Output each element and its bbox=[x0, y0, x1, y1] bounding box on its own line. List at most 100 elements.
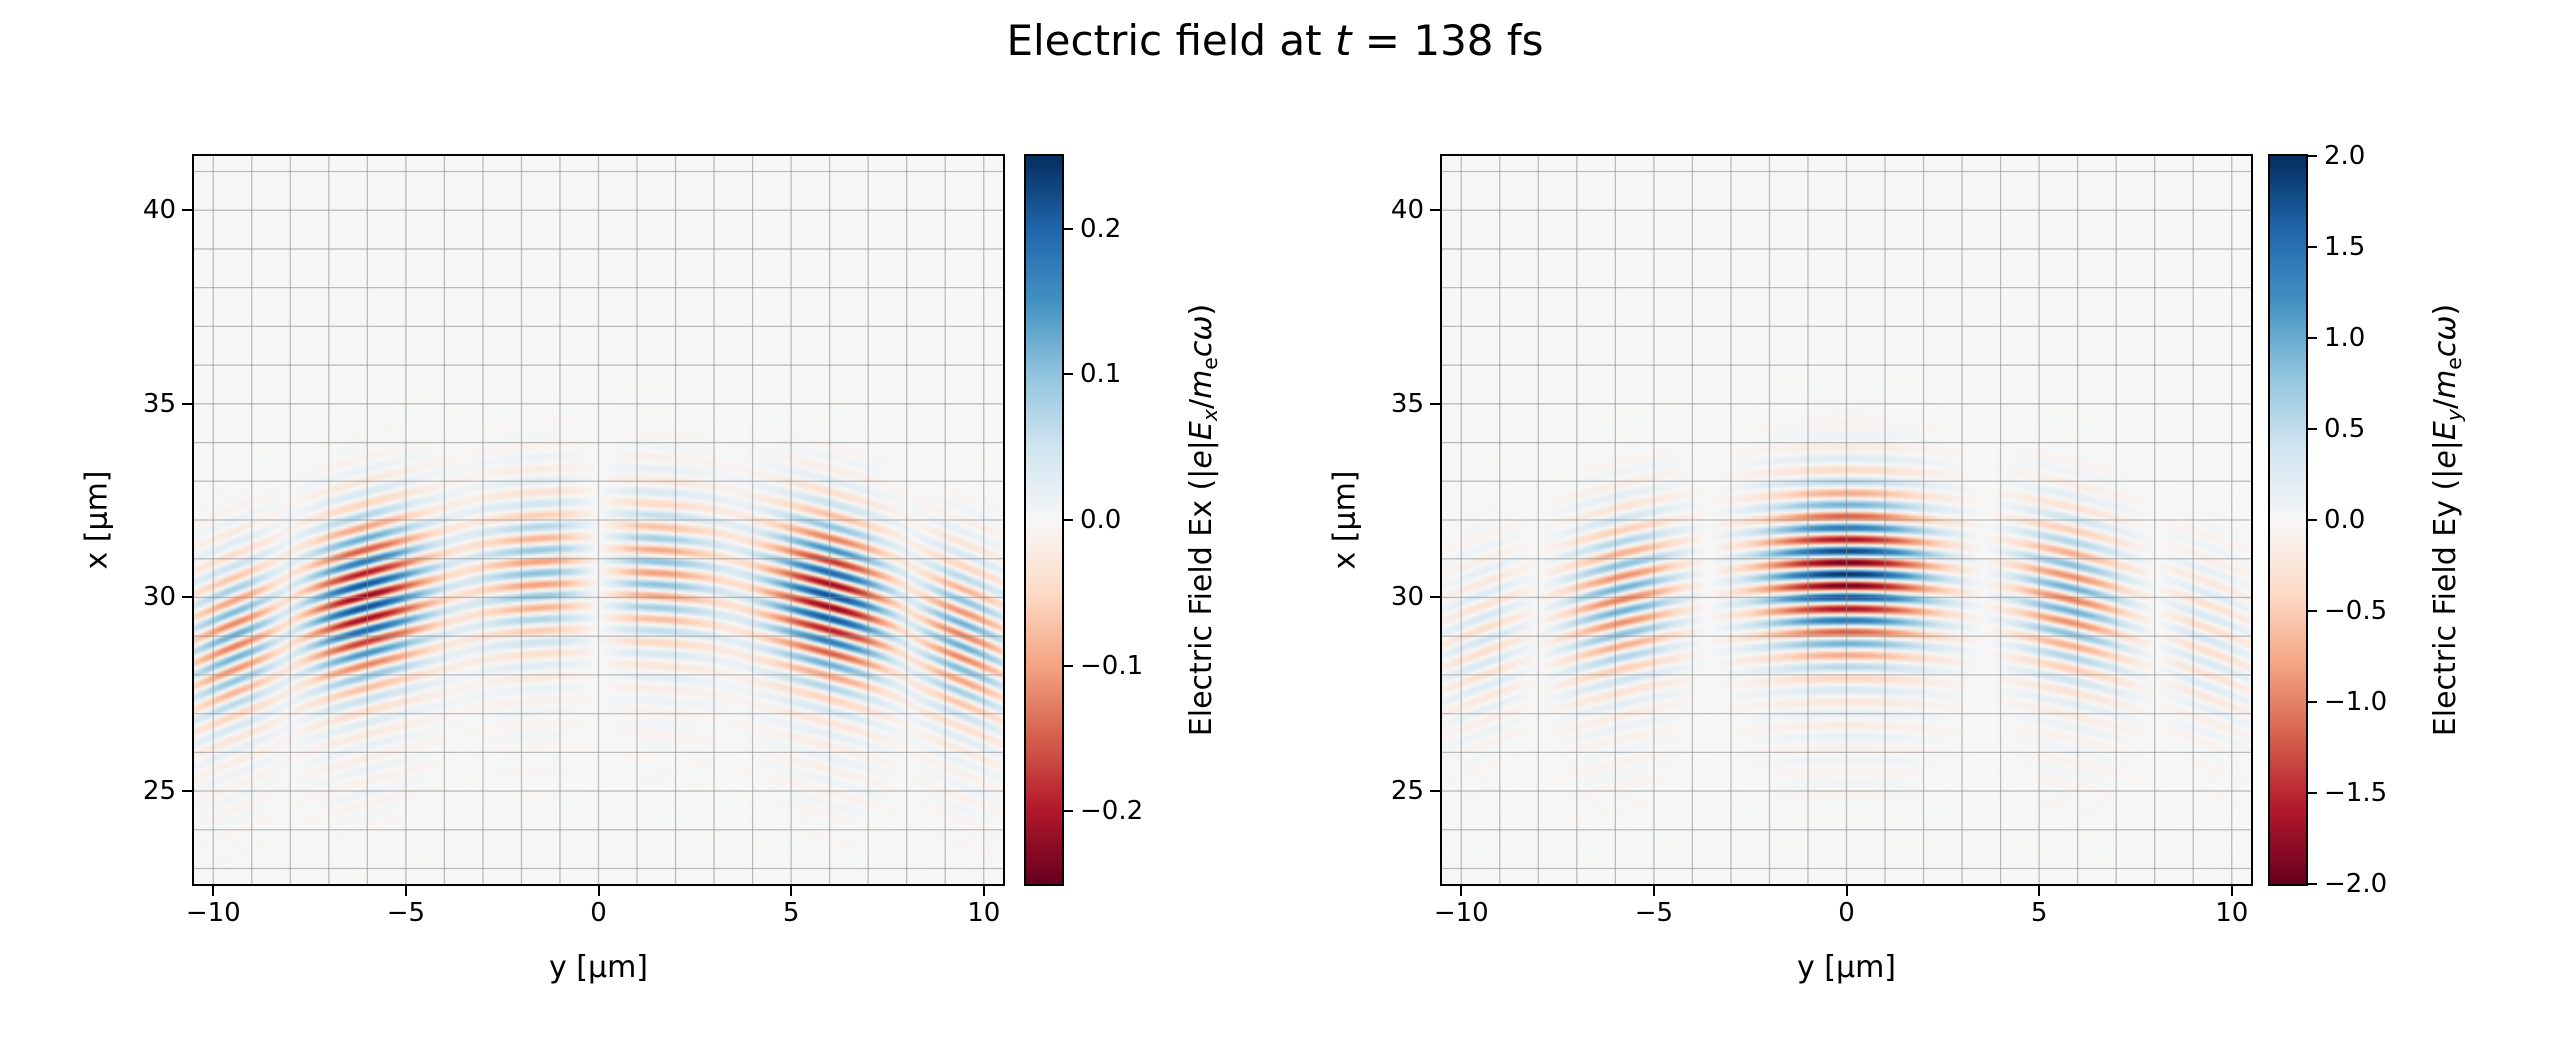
label-segment: e bbox=[2442, 357, 2467, 370]
cbar-tick-Ey bbox=[2308, 246, 2317, 248]
x-tick-label-Ey: 5 bbox=[2030, 898, 2048, 928]
cbar-tick-label-Ex: −0.1 bbox=[1080, 650, 1144, 681]
label-segment: c bbox=[1183, 340, 1219, 358]
y-tick-label-Ey: 30 bbox=[1390, 582, 1424, 613]
cbar-tick-Ex bbox=[1064, 810, 1073, 813]
label-segment: Electric field at bbox=[1006, 16, 1335, 65]
label-segment: / bbox=[2427, 398, 2463, 410]
y-tick-Ey bbox=[1430, 209, 1440, 212]
cbar-tick-Ey bbox=[2308, 792, 2317, 794]
cbar-tick-Ex bbox=[1064, 664, 1073, 667]
x-tick-label-Ey: 10 bbox=[2215, 898, 2249, 928]
x-tick-Ey bbox=[1652, 886, 1655, 896]
cbar-tick-Ex bbox=[1064, 373, 1073, 376]
heatmap-ex bbox=[194, 156, 1003, 884]
colorbar-label-ey: Electric Field Ey (|e|Ey/mecω) bbox=[2428, 304, 2466, 736]
heatmap-ey bbox=[1442, 156, 2251, 884]
xlabel-ex: y [μm] bbox=[548, 950, 648, 985]
cbar-tick-label-Ey: −1.5 bbox=[2324, 778, 2388, 808]
ylabel-ey: x [μm] bbox=[1327, 470, 1363, 570]
cbar-tick-Ex bbox=[1064, 227, 1073, 230]
cbar-tick-Ey bbox=[2308, 155, 2317, 157]
cbar-tick-label-Ex: 0.0 bbox=[1080, 505, 1122, 535]
label-segment: c bbox=[2427, 340, 2463, 358]
x-tick-Ey bbox=[2230, 886, 2233, 896]
colorbar-gradient-ey bbox=[2270, 156, 2306, 884]
x-tick-label-Ex: −5 bbox=[386, 898, 426, 928]
y-tick-label-Ey: 35 bbox=[1390, 388, 1424, 419]
label-segment: ω bbox=[2427, 315, 2463, 341]
cbar-tick-label-Ey: 2.0 bbox=[2324, 141, 2366, 171]
x-tick-Ex bbox=[212, 886, 215, 896]
cbar-tick-Ey bbox=[2308, 701, 2317, 703]
x-tick-label-Ex: 0 bbox=[590, 898, 607, 928]
cbar-tick-Ey bbox=[2308, 337, 2317, 339]
colorbar-label-ex: Electric Field Ex (|e|Ex/mecω) bbox=[1184, 304, 1222, 736]
x-tick-Ex bbox=[982, 886, 985, 896]
label-segment: Electric Field Ey (| bbox=[2427, 468, 2463, 737]
axes-ex bbox=[192, 154, 1005, 886]
x-tick-label-Ey: 0 bbox=[1838, 898, 1855, 928]
x-tick-label-Ex: 10 bbox=[967, 898, 1001, 928]
cbar-tick-label-Ey: 0.5 bbox=[2324, 414, 2366, 444]
y-tick-label-Ey: 40 bbox=[1390, 195, 1424, 226]
x-tick-Ey bbox=[1845, 886, 1848, 896]
label-segment: t bbox=[1334, 16, 1352, 65]
label-segment: y bbox=[2442, 409, 2467, 422]
x-tick-Ex bbox=[404, 886, 407, 896]
axes-ey bbox=[1440, 154, 2253, 886]
label-segment: | bbox=[2427, 440, 2463, 451]
y-tick-label-Ex: 35 bbox=[142, 388, 176, 419]
xlabel-ey: y [μm] bbox=[1796, 950, 1896, 985]
label-segment: e bbox=[1183, 450, 1219, 469]
cbar-tick-label-Ex: −0.2 bbox=[1080, 796, 1144, 827]
label-segment: Electric Field Ex (| bbox=[1183, 468, 1219, 737]
label-segment: ω bbox=[1183, 315, 1219, 341]
y-tick-Ey bbox=[1430, 402, 1440, 405]
y-tick-label-Ex: 30 bbox=[142, 582, 176, 613]
cbar-tick-label-Ey: −2.0 bbox=[2324, 869, 2388, 899]
colorbar-ey bbox=[2268, 154, 2308, 886]
label-segment: e bbox=[2427, 450, 2463, 469]
cbar-tick-Ey bbox=[2308, 519, 2317, 521]
x-tick-label-Ex: −10 bbox=[185, 898, 241, 928]
cbar-tick-Ey bbox=[2308, 428, 2317, 430]
cbar-tick-Ex bbox=[1064, 519, 1073, 521]
label-segment: E bbox=[2427, 421, 2463, 441]
label-segment: | bbox=[1183, 440, 1219, 451]
x-tick-Ex bbox=[597, 886, 600, 896]
colorbar-ex bbox=[1024, 154, 1064, 886]
ylabel-ex: x [μm] bbox=[79, 470, 115, 570]
label-segment: m bbox=[1183, 369, 1219, 399]
label-segment: = 138 fs bbox=[1351, 16, 1544, 65]
label-segment: E bbox=[1183, 421, 1219, 441]
y-tick-label-Ex: 25 bbox=[142, 776, 176, 807]
x-tick-Ex bbox=[790, 886, 793, 896]
y-tick-Ex bbox=[182, 402, 192, 405]
label-segment: ) bbox=[2427, 303, 2463, 316]
cbar-tick-label-Ex: 0.1 bbox=[1080, 359, 1122, 390]
cbar-tick-label-Ey: −1.0 bbox=[2324, 687, 2388, 717]
label-segment: / bbox=[1183, 398, 1219, 410]
label-segment: m bbox=[2427, 369, 2463, 399]
y-tick-label-Ey: 25 bbox=[1390, 776, 1424, 807]
cbar-tick-label-Ey: 1.5 bbox=[2324, 232, 2366, 262]
cbar-tick-label-Ey: 1.0 bbox=[2324, 323, 2366, 353]
x-tick-Ey bbox=[1460, 886, 1463, 896]
y-tick-Ey bbox=[1430, 596, 1440, 599]
label-segment: ) bbox=[1183, 303, 1219, 316]
cbar-tick-label-Ex: 0.2 bbox=[1080, 213, 1122, 244]
label-segment: e bbox=[1198, 357, 1223, 370]
y-tick-Ex bbox=[182, 790, 192, 793]
y-tick-label-Ex: 40 bbox=[142, 195, 176, 226]
x-tick-label-Ey: −10 bbox=[1433, 898, 1489, 928]
colorbar-gradient-ex bbox=[1026, 156, 1062, 884]
figure-title: Electric field at t = 138 fs bbox=[0, 16, 2550, 65]
x-tick-label-Ey: −5 bbox=[1634, 898, 1674, 928]
cbar-tick-Ey bbox=[2308, 610, 2317, 612]
label-segment: x bbox=[1198, 409, 1223, 422]
y-tick-Ex bbox=[182, 596, 192, 599]
y-tick-Ey bbox=[1430, 790, 1440, 793]
cbar-tick-label-Ey: −0.5 bbox=[2324, 596, 2388, 626]
